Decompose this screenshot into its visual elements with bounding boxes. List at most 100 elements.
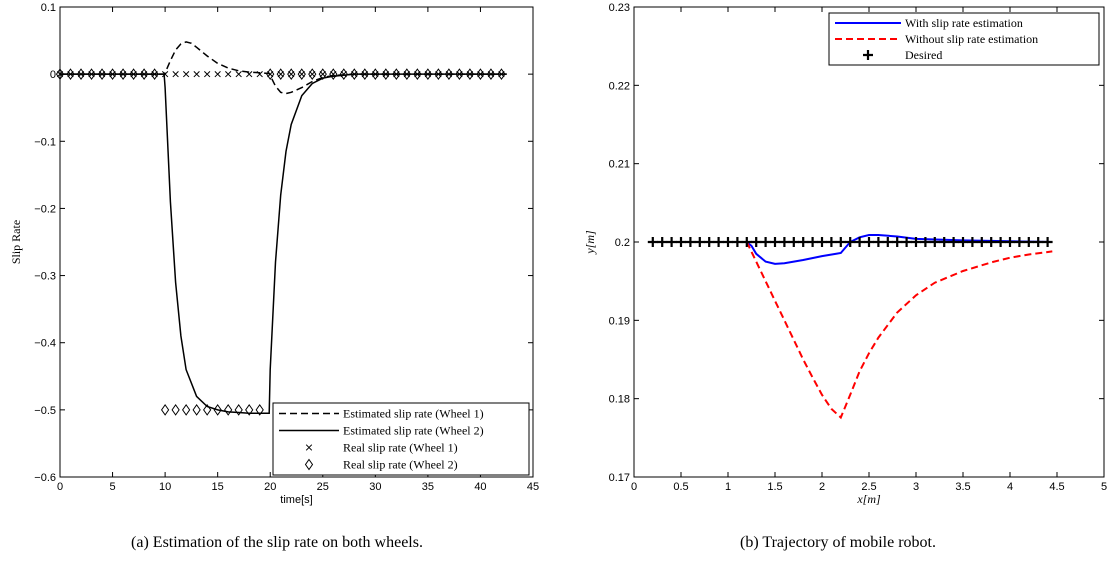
x-ticks-a: 0 5 10 15 20 25 30 35 40 45 <box>57 7 539 493</box>
legend-swatch <box>863 50 873 60</box>
series-line <box>60 73 507 414</box>
data-point-diamond <box>76 68 86 81</box>
data-point-diamond <box>203 403 212 416</box>
data-point-plus <box>826 237 837 247</box>
data-point-diamond <box>276 68 285 81</box>
legend-label: Without slip rate estimation <box>905 32 1038 46</box>
series-1 <box>652 234 1053 265</box>
data-point-diamond <box>245 403 254 416</box>
slip-rate-chart: 0 5 10 15 20 25 30 35 40 45 0.1 0 −0.1 −0.2 −0.3 −0.4 −… <box>9 2 539 506</box>
data-point-diamond <box>129 68 138 81</box>
y-tick-label: 0.18 <box>609 394 630 406</box>
data-point-diamond <box>224 403 233 416</box>
data-point-plus <box>948 237 959 247</box>
data-point-plus <box>958 237 968 247</box>
data-point-plus <box>741 237 752 247</box>
data-point-plus <box>647 237 658 247</box>
data-point-plus <box>770 237 780 247</box>
legend-entry: Estimated slip rate (Wheel 1) <box>279 407 484 421</box>
y-tick-label: −0.4 <box>34 338 56 350</box>
x-tick-label: 1.5 <box>767 481 782 493</box>
x-tick-label: 4 <box>1007 481 1013 493</box>
series-line <box>745 241 1053 420</box>
data-point-diamond <box>371 68 380 81</box>
trajectory-chart: 0 0.5 1 1.5 2 2.5 3 3.5 4 4.5 5 0.23 0.22 0.21 0.2 0.1… <box>583 2 1107 506</box>
data-point-diamond <box>423 68 432 81</box>
series-group-b <box>647 234 1053 420</box>
series-line <box>652 234 1053 265</box>
data-point-diamond <box>329 68 338 81</box>
x-tick-label: 3 <box>913 481 919 493</box>
legend-entry: Real slip rate (Wheel 1) <box>305 441 458 455</box>
legend-label: Real slip rate (Wheel 1) <box>343 441 458 455</box>
data-point-plus <box>779 237 790 247</box>
x-tick-label: 10 <box>159 481 171 493</box>
series-line <box>60 41 507 95</box>
y-ticks-a: 0.1 0 −0.1 −0.2 −0.3 −0.4 −0.5 −0.6 <box>34 2 533 484</box>
data-point-diamond <box>476 68 485 81</box>
x-tick-label: 40 <box>474 481 486 493</box>
data-point-diamond <box>497 68 506 81</box>
legend-label: Desired <box>905 48 942 62</box>
x-tick-label: 4.5 <box>1049 481 1064 493</box>
data-point-diamond <box>455 68 464 81</box>
x-axis-label-a: time[s] <box>280 494 312 506</box>
data-point-plus <box>807 237 818 247</box>
data-point-x <box>182 70 190 78</box>
data-point-diamond <box>234 403 243 416</box>
legend-swatch <box>304 458 314 471</box>
series-group-a <box>55 41 507 416</box>
data-point-diamond <box>266 68 275 81</box>
x-tick-label: 25 <box>317 481 329 493</box>
data-point-plus <box>685 237 696 247</box>
data-point-diamond <box>350 68 359 81</box>
y-tick-label: 0.21 <box>609 159 630 171</box>
legend-entry: Without slip rate estimation <box>835 32 1038 46</box>
x-tick-label: 0 <box>57 481 63 493</box>
data-point-plus <box>760 237 771 247</box>
legend-label: With slip rate estimation <box>905 16 1023 30</box>
data-point-plus <box>854 237 865 247</box>
data-point-plus <box>864 237 874 247</box>
x-tick-label: 0 <box>631 481 637 493</box>
data-point-diamond <box>213 403 222 416</box>
data-point-plus <box>967 237 978 247</box>
legend-box <box>272 402 530 476</box>
data-point-plus <box>798 237 809 247</box>
x-tick-label: 35 <box>422 481 434 493</box>
x-axis-label-b: x[m] <box>856 492 881 506</box>
data-point-plus <box>929 237 940 247</box>
data-point-diamond <box>150 68 159 81</box>
data-point-diamond <box>97 68 107 81</box>
x-tick-label: 0.5 <box>673 481 688 493</box>
data-point-diamond <box>339 68 348 81</box>
data-point-diamond <box>55 68 65 81</box>
data-point-diamond <box>434 68 443 81</box>
legend-a: Estimated slip rate (Wheel 1) Estimated s… <box>272 402 530 476</box>
x-tick-label: 45 <box>527 481 539 493</box>
data-point-diamond <box>108 68 117 81</box>
x-tick-label: 1 <box>725 481 731 493</box>
data-point-diamond <box>192 403 201 416</box>
data-point-plus <box>704 237 715 247</box>
y-tick-label: 0.2 <box>615 237 630 249</box>
legend-entry: Real slip rate (Wheel 2) <box>304 458 458 472</box>
data-point-plus <box>911 237 921 247</box>
data-point-plus <box>1005 237 1015 247</box>
x-tick-label: 2 <box>819 481 825 493</box>
x-tick-label: 15 <box>212 481 224 493</box>
y-tick-label: −0.1 <box>34 136 56 148</box>
y-tick-label: 0.17 <box>609 472 630 484</box>
data-point-diamond <box>287 68 296 81</box>
data-point-diamond <box>118 68 128 81</box>
data-point-plus <box>694 237 705 247</box>
y-ticks-b: 0.23 0.22 0.21 0.2 0.19 0.18 0.17 <box>609 2 1104 484</box>
data-point-x <box>256 70 263 78</box>
series-2 <box>745 241 1053 420</box>
x-tick-label: 2.5 <box>861 481 876 493</box>
x-tick-label: 3.5 <box>955 481 970 493</box>
data-point-diamond <box>308 68 317 81</box>
data-point-plus <box>788 237 799 247</box>
data-point-plus <box>723 237 733 247</box>
data-point-diamond <box>161 403 170 416</box>
